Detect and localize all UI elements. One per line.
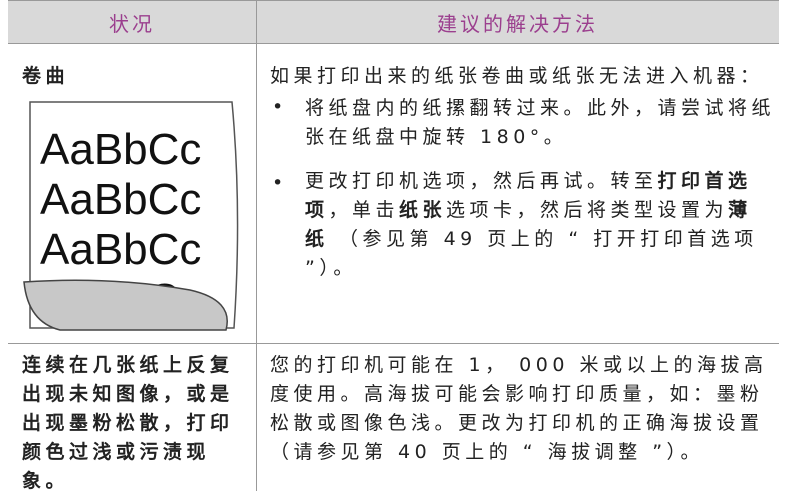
bullet-text: 将纸盘内的纸摞翻转过来。此外，请尝试将纸张在纸盘中旋转 180°。	[305, 97, 776, 148]
condition: 连续在几张纸上反复出现未知图像，或是出现墨粉松散，打印颜色过浅或污渍现象。	[22, 354, 234, 491]
bullet: •	[272, 172, 284, 194]
solution-intro: 如果打印出来的纸张卷曲或纸张无法进入机器：	[270, 65, 764, 87]
column-divider	[256, 0, 257, 491]
sample-text: AaBbCc	[40, 225, 201, 274]
header-cell: 建议的解决方法	[437, 12, 598, 36]
paper	[29, 101, 239, 329]
condition: 卷曲	[22, 65, 70, 87]
table-header	[8, 0, 779, 44]
menu-name: 打印首选项	[305, 170, 752, 221]
type-name: 薄纸	[305, 199, 752, 250]
bullet: •	[272, 96, 284, 118]
header-cell: 状况	[109, 12, 155, 36]
row-divider	[8, 343, 779, 344]
text: ，单击	[328, 199, 400, 221]
text: 选项卡，然后将类型设置为	[446, 199, 729, 221]
sample-text: AaBbCc	[40, 175, 201, 224]
tab-name: 纸张	[399, 199, 447, 221]
bullet-text: 更改打印机选项，然后再试。转至打印首选项，单击纸张选项卡，然后将类型设置为薄纸 …	[305, 167, 775, 283]
text: 更改打印机选项，然后再试。转至	[305, 170, 658, 192]
curl-illustration: AaBbCc AaBbCc AaBbCc AaBbCc	[23, 101, 239, 331]
paper-curl	[23, 279, 228, 331]
sample-text: AaBbCc	[40, 125, 201, 174]
text: （参见第 49 页上的 “ 打开打印首选项 ”）。	[305, 228, 758, 279]
solution-text: 您的打印机可能在 1， 000 米或以上的海拔高度使用。高海拔可能会影响打印质量…	[270, 354, 768, 463]
